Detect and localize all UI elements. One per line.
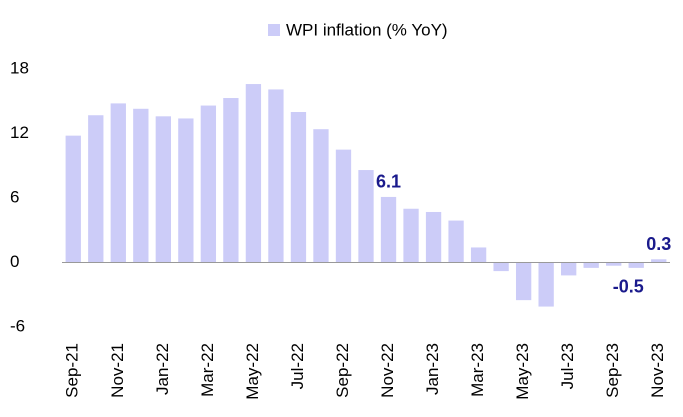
bar [223,98,239,263]
legend-swatch [268,24,280,36]
x-tick-label: Nov-21 [108,343,127,398]
bar [493,262,509,272]
bar [538,262,554,307]
bar [110,103,126,263]
bar [380,196,397,263]
bar [583,262,599,268]
bar [200,105,217,263]
x-tick-label: Sep-21 [63,343,82,398]
bar [448,220,464,263]
legend-label: WPI inflation (% YoY) [286,20,448,39]
x-tick-label: Jan-22 [153,343,172,395]
x-tick-label: Jan-23 [423,343,442,395]
x-tick-label: Nov-23 [648,343,667,398]
bar [178,118,194,263]
bar [245,84,262,263]
y-tick-label: 6 [10,187,19,206]
bar [155,116,171,263]
y-tick-label: 0 [10,252,19,271]
bar [65,135,81,263]
x-tick-label: Nov-22 [378,343,397,398]
bar [268,89,284,263]
bar [651,259,667,263]
x-tick-label: Jul-23 [558,343,577,389]
bar [403,208,419,263]
bar [313,129,329,263]
bar [133,108,149,263]
bar [425,211,442,263]
bar [628,262,644,268]
bar [290,112,307,263]
bar [561,262,577,276]
bar [606,262,622,266]
bar [358,170,374,263]
bar [515,262,532,301]
y-tick-label: 12 [10,123,29,142]
data-label: -0.5 [613,277,644,297]
bar [88,115,104,263]
x-tick-label: Sep-23 [603,343,622,398]
x-tick-label: Sep-22 [333,343,352,398]
x-tick-label: Mar-22 [198,343,217,397]
x-tick-label: May-22 [243,343,262,400]
data-label: 0.3 [646,234,671,254]
x-tick-label: Jul-22 [288,343,307,389]
x-tick-label: Mar-23 [468,343,487,397]
x-tick-label: May-23 [513,343,532,400]
y-tick-label: -6 [10,316,25,335]
bar [335,149,352,263]
data-label: 6.1 [376,172,401,192]
y-tick-label: 18 [10,58,29,77]
bar [470,247,487,263]
